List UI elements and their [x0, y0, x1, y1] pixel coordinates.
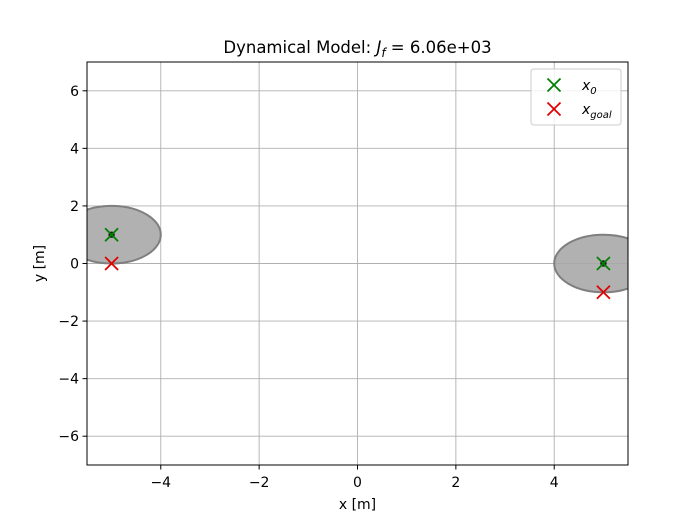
x-tick-label: −4 [150, 475, 171, 491]
x0-marker [104, 227, 119, 242]
legend-label-goal: xgoal [581, 102, 612, 121]
chart-title: Dynamical Model: Jf = 6.06e+03 [223, 38, 491, 60]
legend-label-0: x0 [581, 78, 597, 97]
x-tick-label: 2 [451, 475, 460, 491]
chart-title-symbol: J [373, 38, 381, 57]
y-tick-label: −2 [58, 314, 79, 330]
x-tick-label: 0 [353, 475, 362, 491]
y-axis-label: y [m] [32, 245, 48, 282]
x-axis-label: x [m] [339, 497, 376, 513]
legend-marker-0 [546, 77, 562, 93]
y-tick-label: 4 [70, 141, 79, 157]
legend-label-subscript: 0 [590, 86, 596, 97]
goal-marker [104, 256, 119, 271]
y-tick-label: 0 [70, 257, 79, 273]
y-tick-label: −4 [58, 372, 79, 388]
legend-box [530, 68, 622, 126]
x-tick-label: 4 [550, 475, 559, 491]
axis-ticks: −4 −2 0 2 4 −6 −4 −2 0 2 4 6 [58, 84, 558, 491]
legend-marker-goal [546, 101, 562, 117]
chart-title-prefix: Dynamical Model: [223, 38, 376, 57]
chart-title-suffix: = 6.06e+03 [386, 38, 492, 57]
x0-marker [596, 256, 611, 271]
chart-title-subscript: f [381, 46, 387, 60]
legend-label-subscript: goal [590, 110, 612, 121]
goal-marker [596, 285, 611, 300]
plot-data [87, 204, 628, 300]
y-tick-label: 2 [70, 199, 79, 215]
legend-label-base: x [581, 102, 591, 118]
grid [87, 62, 628, 465]
y-tick-label: −6 [58, 429, 79, 445]
y-tick-label: 6 [70, 84, 79, 100]
legend-label-base: x [581, 78, 591, 94]
x-tick-label: −2 [249, 475, 270, 491]
